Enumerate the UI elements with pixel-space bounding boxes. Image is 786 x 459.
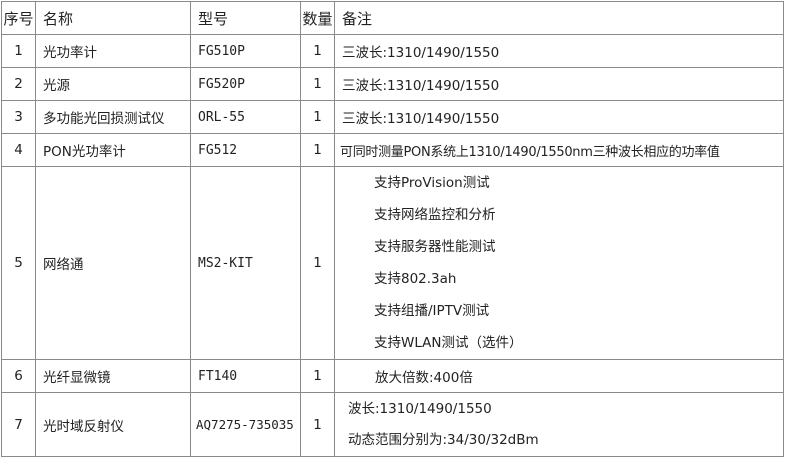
cell-model: AQ7275-735035 bbox=[190, 392, 301, 457]
cell-index: 5 bbox=[1, 166, 36, 360]
header-model: 型号 bbox=[190, 1, 301, 35]
cell-model: MS2-KIT bbox=[190, 166, 301, 360]
remark-line: 动态范围分别为:34/30/32dBm bbox=[348, 431, 539, 448]
remark-line: 支持服务器性能测试 bbox=[374, 239, 496, 255]
cell-qty: 1 bbox=[300, 392, 335, 457]
cell-qty: 1 bbox=[300, 100, 335, 134]
cell-model: FG520P bbox=[190, 67, 301, 101]
cell-model: FG510P bbox=[190, 34, 301, 68]
table-row: 7 光时域反射仪 AQ7275-735035 1 波长:1310/1490/15… bbox=[1, 392, 784, 457]
cell-remark-list: 支持ProVision测试 支持网络监控和分析 支持服务器性能测试 支持802.… bbox=[334, 166, 784, 360]
remark-line: 支持网络监控和分析 bbox=[374, 207, 496, 223]
remark-line: 支持ProVision测试 bbox=[374, 175, 490, 191]
table-row: 4 PON光功率计 FG512 1 可同时测量PON系统上1310/1490/1… bbox=[1, 133, 784, 167]
cell-name: PON光功率计 bbox=[35, 133, 191, 167]
cell-index: 7 bbox=[1, 392, 36, 457]
cell-name: 光时域反射仪 bbox=[35, 392, 191, 457]
remark-line: 波长:1310/1490/1550 bbox=[348, 400, 492, 417]
cell-model: FG512 bbox=[190, 133, 301, 167]
table-row: 2 光源 FG520P 1 三波长:1310/1490/1550 bbox=[1, 67, 784, 101]
header-remark: 备注 bbox=[334, 1, 784, 35]
cell-index: 6 bbox=[1, 359, 36, 393]
header-row: 序号 名称 型号 数量 备注 bbox=[1, 1, 784, 35]
cell-qty: 1 bbox=[300, 67, 335, 101]
header-index: 序号 bbox=[1, 1, 36, 35]
table-row: 3 多功能光回损测试仪 ORL-55 1 三波长:1310/1490/1550 bbox=[1, 100, 784, 134]
remark-line: 支持802.3ah bbox=[374, 271, 457, 287]
remark-line: 支持组播/IPTV测试 bbox=[374, 303, 490, 319]
cell-name: 光源 bbox=[35, 67, 191, 101]
cell-qty: 1 bbox=[300, 166, 335, 360]
cell-remark: 三波长:1310/1490/1550 bbox=[334, 100, 784, 134]
cell-name: 光功率计 bbox=[35, 34, 191, 68]
cell-index: 3 bbox=[1, 100, 36, 134]
header-qty: 数量 bbox=[300, 1, 335, 35]
table-row: 1 光功率计 FG510P 1 三波长:1310/1490/1550 bbox=[1, 34, 784, 68]
cell-remark: 三波长:1310/1490/1550 bbox=[334, 67, 784, 101]
cell-remark: 可同时测量PON系统上1310/1490/1550nm三种波长相应的功率值 bbox=[334, 133, 784, 167]
cell-model: FT140 bbox=[190, 359, 301, 393]
cell-model: ORL-55 bbox=[190, 100, 301, 134]
cell-name: 多功能光回损测试仪 bbox=[35, 100, 191, 134]
cell-qty: 1 bbox=[300, 359, 335, 393]
table-row: 5 网络通 MS2-KIT 1 支持ProVision测试 支持网络监控和分析 … bbox=[1, 166, 784, 360]
cell-qty: 1 bbox=[300, 133, 335, 167]
cell-remark: 放大倍数:400倍 bbox=[334, 359, 784, 393]
cell-index: 2 bbox=[1, 67, 36, 101]
cell-name: 网络通 bbox=[35, 166, 191, 360]
cell-index: 1 bbox=[1, 34, 36, 68]
cell-remark: 三波长:1310/1490/1550 bbox=[334, 34, 784, 68]
cell-qty: 1 bbox=[300, 34, 335, 68]
cell-remark-list: 波长:1310/1490/1550 动态范围分别为:34/30/32dBm bbox=[334, 392, 784, 457]
cell-index: 4 bbox=[1, 133, 36, 167]
cell-name: 光纤显微镜 bbox=[35, 359, 191, 393]
table-row: 6 光纤显微镜 FT140 1 放大倍数:400倍 bbox=[1, 359, 784, 393]
remark-line: 支持WLAN测试（选件） bbox=[374, 335, 523, 351]
header-name: 名称 bbox=[35, 1, 191, 35]
